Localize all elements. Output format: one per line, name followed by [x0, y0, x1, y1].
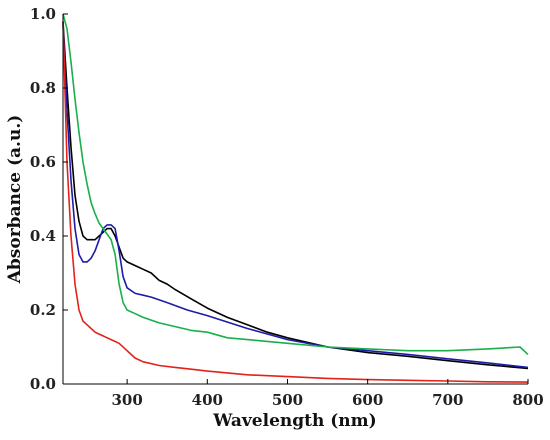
- y-axis-title: Absorbance (a.u.): [5, 115, 25, 285]
- x-tick-label: 800: [512, 391, 543, 409]
- y-tick-label: 0.0: [30, 375, 56, 393]
- y-tick-label: 0.8: [30, 79, 56, 97]
- x-tick-label: 300: [111, 391, 142, 409]
- x-tick-label: 600: [352, 391, 383, 409]
- green-series-line: [62, 13, 529, 355]
- y-tick-label: 0.4: [30, 227, 56, 245]
- tick-layer: 300 400 500 600 700 800 0.0 0.2 0.4 0.6 0.8 1.0: [30, 5, 544, 409]
- series-layer: [62, 13, 529, 383]
- y-tick-label: 0.6: [30, 153, 56, 171]
- y-tick-label: 1.0: [30, 5, 56, 23]
- y-tick-label: 0.2: [30, 301, 56, 319]
- x-tick-label: 700: [432, 391, 463, 409]
- x-tick-label: 500: [272, 391, 303, 409]
- x-axis-title: Wavelength (nm): [212, 411, 376, 431]
- blue-series-line: [62, 25, 529, 369]
- black-series-line: [62, 21, 529, 370]
- x-tick-label: 400: [192, 391, 223, 409]
- red-series-line: [62, 21, 529, 383]
